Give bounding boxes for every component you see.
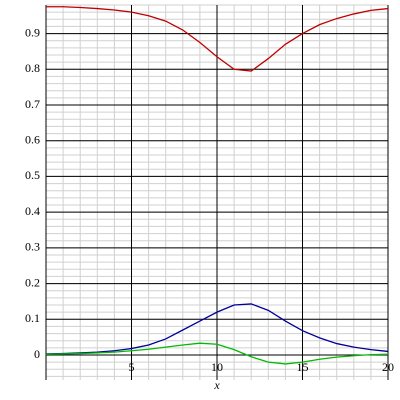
plot — [45, 6, 389, 365]
x-tick-label: 15 — [297, 360, 309, 374]
series-line — [45, 303, 389, 355]
series-line — [45, 342, 389, 365]
y-tick-label: 0.9 — [25, 25, 40, 39]
y-tick-label: 0.2 — [25, 275, 40, 289]
grid: 5 10 15 20 0 0.1 0.2 0.3 0.4 0.5 0.6 0.7 0.8 0.9 — [25, 4, 394, 380]
y-tick-label: 0.8 — [25, 61, 40, 75]
x-axis-label: x — [213, 378, 220, 392]
y-tick-label: 0 — [34, 347, 40, 361]
x-tick-label: 10 — [211, 360, 223, 374]
x-tick-label: 20 — [382, 360, 394, 374]
x-tick-label: 5 — [129, 360, 135, 374]
y-tick-label: 0.4 — [25, 204, 40, 218]
y-tick-label: 0.3 — [25, 240, 40, 254]
y-tick-label: 0.5 — [25, 168, 40, 182]
y-tick-label: 0.7 — [25, 97, 40, 111]
y-tick-label: 0.1 — [25, 311, 40, 325]
y-tick-label: 0.6 — [25, 132, 40, 146]
series-line — [46, 6, 389, 72]
